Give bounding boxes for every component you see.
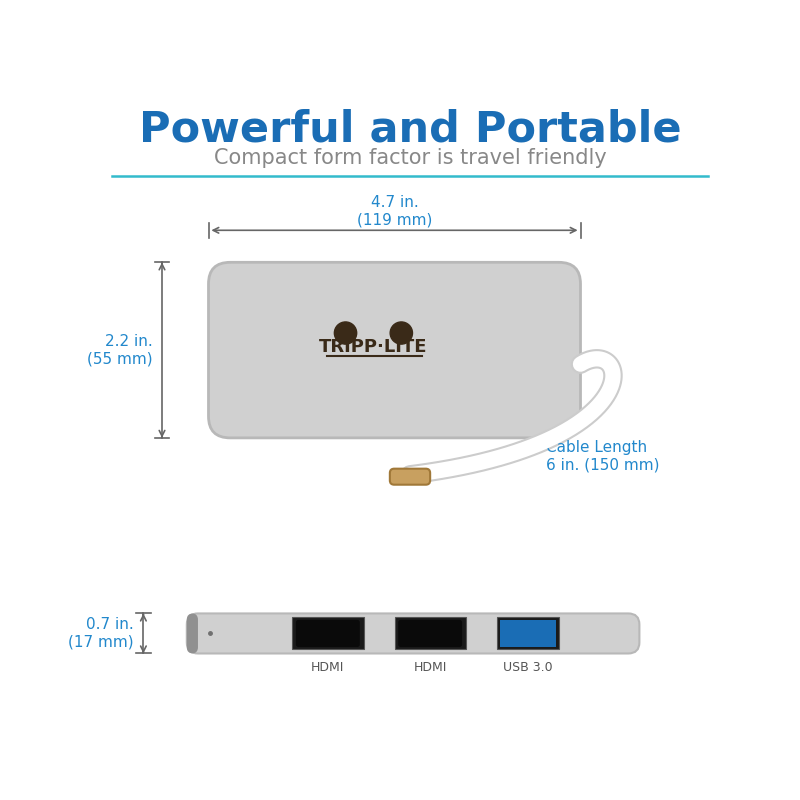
Circle shape xyxy=(334,322,357,344)
FancyBboxPatch shape xyxy=(398,620,462,647)
Text: 4.7 in.
(119 mm): 4.7 in. (119 mm) xyxy=(357,195,432,227)
FancyBboxPatch shape xyxy=(187,614,639,654)
Text: USB 3.0: USB 3.0 xyxy=(503,661,553,674)
FancyBboxPatch shape xyxy=(209,262,581,438)
FancyBboxPatch shape xyxy=(390,469,430,485)
Text: 0.7 in.
(17 mm): 0.7 in. (17 mm) xyxy=(69,618,134,650)
Text: 2.2 in.
(55 mm): 2.2 in. (55 mm) xyxy=(87,334,153,366)
FancyBboxPatch shape xyxy=(296,620,360,647)
Bar xyxy=(497,618,558,650)
Bar xyxy=(500,620,556,647)
FancyBboxPatch shape xyxy=(187,614,198,654)
Bar xyxy=(394,618,466,650)
Text: HDMI: HDMI xyxy=(414,661,447,674)
Text: Compact form factor is travel friendly: Compact form factor is travel friendly xyxy=(214,147,606,168)
Text: Powerful and Portable: Powerful and Portable xyxy=(138,109,682,151)
Text: TRIPP·LITE: TRIPP·LITE xyxy=(319,338,428,355)
Text: Cable Length
6 in. (150 mm): Cable Length 6 in. (150 mm) xyxy=(546,440,660,473)
Text: HDMI: HDMI xyxy=(311,661,345,674)
Bar xyxy=(292,618,363,650)
Circle shape xyxy=(390,322,413,344)
